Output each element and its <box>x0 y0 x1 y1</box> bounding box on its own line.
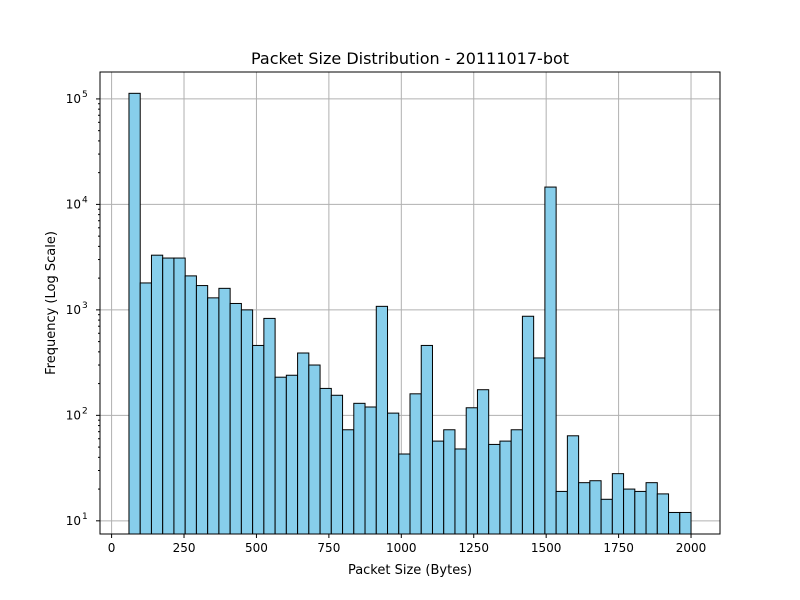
histogram-bar <box>308 364 321 535</box>
x-tick-label: 500 <box>245 541 268 555</box>
histogram-bar <box>645 482 658 535</box>
histogram-bar <box>364 406 377 535</box>
y-tick-label: 10 3 <box>66 301 88 317</box>
histogram-bar <box>162 257 175 535</box>
x-tick-label: 1750 <box>603 541 634 555</box>
histogram-bar <box>589 480 602 535</box>
x-tick-label: 750 <box>317 541 340 555</box>
histogram-bar <box>319 387 332 535</box>
histogram-bar <box>285 374 299 535</box>
histogram-bar <box>173 257 186 535</box>
histogram-bar <box>150 254 164 535</box>
histogram-bar <box>476 389 490 535</box>
x-tick-label: 0 <box>108 541 116 555</box>
x-tick-label: 1250 <box>458 541 489 555</box>
histogram-bar <box>656 493 670 535</box>
y-tick-label: 10 4 <box>66 195 88 211</box>
y-tick-exponent: 5 <box>82 90 88 100</box>
histogram-bar <box>499 440 512 535</box>
histogram-bar <box>600 498 613 535</box>
histogram-bar <box>252 344 265 535</box>
histogram-bar <box>207 297 220 535</box>
histogram-bar <box>544 186 557 535</box>
y-tick-base: 10 <box>66 303 81 317</box>
histogram-bar <box>387 412 400 535</box>
histogram-bar <box>623 488 636 535</box>
histogram-bar <box>510 429 523 535</box>
histogram-bar <box>578 482 591 535</box>
y-tick-label: 10 1 <box>66 512 88 528</box>
plot-frame <box>99 71 721 535</box>
histogram-bar <box>274 376 287 535</box>
histogram-bar <box>521 315 535 535</box>
x-tick-label: 250 <box>173 541 196 555</box>
histogram-bar <box>611 473 625 535</box>
histogram-bar <box>240 309 254 535</box>
x-tick-label: 1000 <box>386 541 417 555</box>
histogram-bar <box>409 393 422 535</box>
histogram-bar <box>533 357 546 535</box>
histogram-bar <box>263 317 276 535</box>
histogram-bar <box>431 440 445 535</box>
y-axis-label: Frequency (Log Scale) <box>44 231 59 375</box>
histogram-bar <box>679 511 692 535</box>
y-tick-label: 10 5 <box>66 90 88 106</box>
y-tick-base: 10 <box>66 197 81 211</box>
y-tick-base: 10 <box>66 92 81 106</box>
histogram-bar <box>668 511 681 535</box>
histogram-bar <box>454 448 467 535</box>
histogram-bar <box>195 285 209 535</box>
histogram-bar <box>184 275 197 535</box>
y-tick-base: 10 <box>66 408 81 422</box>
histogram-bar <box>375 305 389 535</box>
histogram-bar <box>634 490 647 535</box>
histogram-bar <box>297 352 310 535</box>
y-tick-exponent: 3 <box>82 301 88 311</box>
histogram-bar <box>229 302 242 535</box>
histogram-bar <box>443 429 456 535</box>
histogram-bar <box>139 282 152 535</box>
histogram-bar <box>330 394 344 535</box>
histogram-bar <box>398 453 411 535</box>
x-axis-ticks: 0 250 500 750 1000 1250 1500 1750 2000 <box>108 534 707 555</box>
histogram-bars <box>128 92 692 535</box>
histogram-bar <box>342 429 355 535</box>
histogram-bar <box>353 402 366 535</box>
histogram-bar <box>566 435 580 535</box>
chart-title: Packet Size Distribution - 20111017-bot <box>251 49 569 68</box>
histogram-bar <box>128 92 141 535</box>
histogram-bar <box>555 490 568 535</box>
histogram-bar <box>465 407 478 535</box>
histogram-bar <box>488 443 501 535</box>
y-tick-base: 10 <box>66 514 81 528</box>
x-tick-label: 2000 <box>676 541 707 555</box>
y-tick-exponent: 4 <box>82 195 88 205</box>
x-tick-label: 1500 <box>531 541 562 555</box>
y-tick-exponent: 2 <box>82 406 88 416</box>
x-axis-label: Packet Size (Bytes) <box>348 563 472 578</box>
histogram-bar <box>420 344 433 535</box>
y-tick-exponent: 1 <box>82 512 88 522</box>
histogram-bar <box>218 287 231 535</box>
y-tick-label: 10 2 <box>66 406 88 422</box>
